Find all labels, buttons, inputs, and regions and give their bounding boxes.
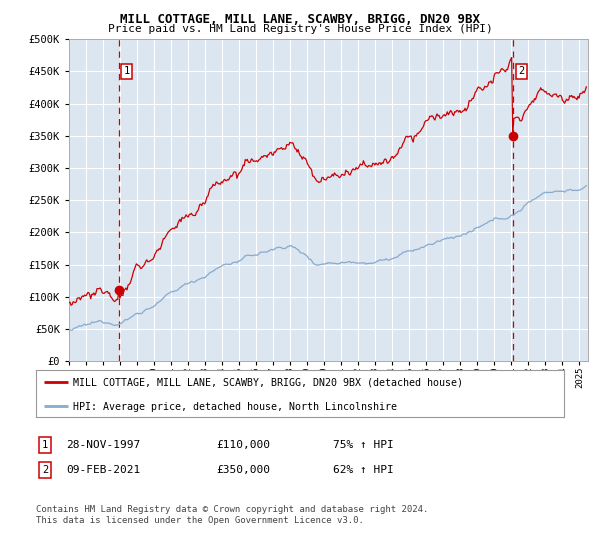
Text: MILL COTTAGE, MILL LANE, SCAWBY, BRIGG, DN20 9BX (detached house): MILL COTTAGE, MILL LANE, SCAWBY, BRIGG, … [73, 378, 463, 388]
Text: 1: 1 [42, 440, 48, 450]
Text: 75% ↑ HPI: 75% ↑ HPI [333, 440, 394, 450]
Text: MILL COTTAGE, MILL LANE, SCAWBY, BRIGG, DN20 9BX: MILL COTTAGE, MILL LANE, SCAWBY, BRIGG, … [120, 13, 480, 26]
Text: 62% ↑ HPI: 62% ↑ HPI [333, 465, 394, 475]
Text: 28-NOV-1997: 28-NOV-1997 [66, 440, 140, 450]
Text: 09-FEB-2021: 09-FEB-2021 [66, 465, 140, 475]
Text: £110,000: £110,000 [216, 440, 270, 450]
Text: 2: 2 [518, 67, 524, 76]
Text: 1: 1 [124, 67, 130, 76]
Text: 2: 2 [42, 465, 48, 475]
Text: HPI: Average price, detached house, North Lincolnshire: HPI: Average price, detached house, Nort… [73, 402, 397, 412]
Text: Price paid vs. HM Land Registry's House Price Index (HPI): Price paid vs. HM Land Registry's House … [107, 24, 493, 34]
Text: £350,000: £350,000 [216, 465, 270, 475]
Text: Contains HM Land Registry data © Crown copyright and database right 2024.
This d: Contains HM Land Registry data © Crown c… [36, 505, 428, 525]
